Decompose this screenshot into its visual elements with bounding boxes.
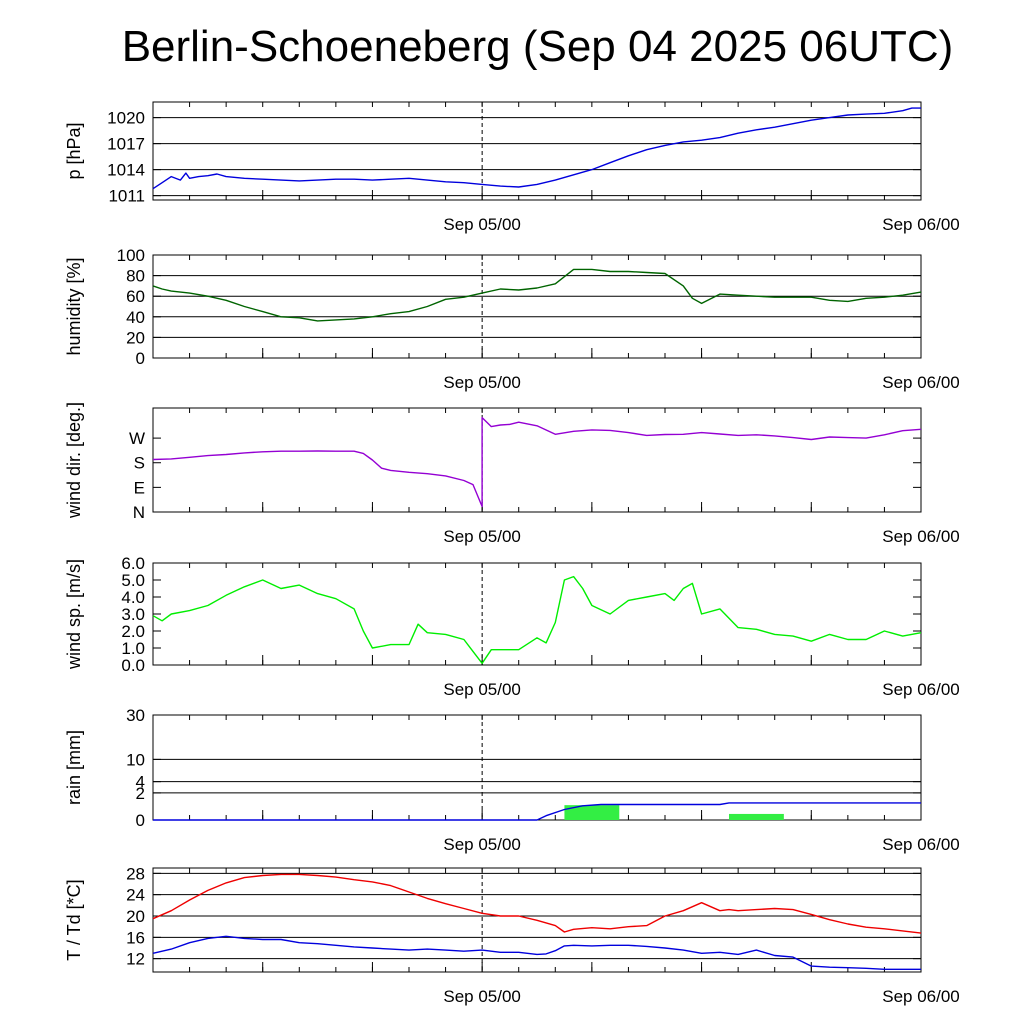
pressure-ytick-label: 1017 bbox=[107, 135, 145, 154]
rain-bar bbox=[729, 813, 784, 820]
wind_speed-ylabel: wind sp. [m/s] bbox=[64, 559, 84, 670]
humidity-ytick-label: 20 bbox=[126, 328, 145, 347]
pressure-ytick-label: 1011 bbox=[108, 187, 145, 206]
humidity-ytick-label: 60 bbox=[126, 287, 145, 306]
wind_speed-ytick-label: 3.0 bbox=[121, 605, 145, 624]
wind_speed-wind_speed-line bbox=[152, 575, 922, 664]
humidity-time-label: Sep 06/00 bbox=[882, 373, 960, 392]
rain-ytick-label: 4 bbox=[136, 773, 145, 792]
wind_direction-time-label: Sep 06/00 bbox=[882, 527, 960, 546]
wind_direction-ylabel: wind dir. [deg.] bbox=[64, 402, 84, 519]
pressure-ylabel: p [hPa] bbox=[64, 122, 84, 179]
pressure-frame bbox=[152, 101, 922, 201]
temperature-time-label: Sep 06/00 bbox=[882, 987, 960, 1006]
humidity-ytick-label: 80 bbox=[126, 267, 145, 286]
wind_speed-ytick-label: 5.0 bbox=[121, 571, 145, 590]
pressure-ytick-label: 1020 bbox=[107, 109, 145, 128]
wind_speed-ytick-label: 6.0 bbox=[121, 554, 145, 573]
humidity-humidity-line bbox=[152, 268, 922, 322]
temperature-ytick-label: 24 bbox=[126, 886, 145, 905]
temperature-ytick-label: 16 bbox=[126, 928, 145, 947]
temperature-panel: 12 16 20 24 28 Sep 05/00 Sep 06/00 T / Td [*C] bbox=[64, 864, 960, 1006]
temperature-ytick-label: 12 bbox=[126, 950, 145, 969]
rain-panel: 0 24 10 30 Sep 05/00 Sep 06/00 rain [mm] bbox=[64, 706, 960, 854]
pressure-ytick-label: 1014 bbox=[107, 161, 145, 180]
rain-time-label: Sep 05/00 bbox=[443, 835, 521, 854]
temperature-frame bbox=[152, 867, 922, 973]
wind_direction-ytick-label: N bbox=[133, 503, 145, 522]
pressure-time-label: Sep 06/00 bbox=[882, 215, 960, 234]
rain-ytick-label: 10 bbox=[126, 750, 145, 769]
humidity-ytick-label: 100 bbox=[117, 246, 145, 265]
temperature-ytick-label: 28 bbox=[126, 864, 145, 883]
temperature-ytick-label: 20 bbox=[126, 907, 145, 926]
wind_direction-ytick-label: E bbox=[134, 478, 145, 497]
wind_speed-time-label: Sep 05/00 bbox=[443, 680, 521, 699]
wind_direction-time-label: Sep 05/00 bbox=[443, 527, 521, 546]
wind_direction-wind_dir-line bbox=[152, 416, 922, 508]
wind_speed-ytick-label: 0.0 bbox=[121, 656, 145, 675]
temperature-temperature-line bbox=[152, 873, 922, 934]
pressure-time-label: Sep 05/00 bbox=[443, 215, 521, 234]
wind-speed-panel: 0.01.02.03.04.05.06.0 Sep 05/00 Sep 06/00 w… bbox=[64, 554, 960, 699]
rain-frame bbox=[152, 714, 922, 821]
rain-ytick-label: 2 bbox=[136, 784, 145, 803]
rain-ytick-label: 30 bbox=[126, 706, 145, 725]
pressure-pressure-line bbox=[152, 107, 921, 190]
temperature-dewpoint-line bbox=[152, 935, 921, 970]
humidity-ytick-label: 40 bbox=[126, 308, 145, 327]
temperature-ylabel: T / Td [*C] bbox=[64, 879, 84, 960]
wind_direction-ytick-label: S bbox=[134, 454, 145, 473]
rain-ylabel: rain [mm] bbox=[64, 730, 84, 805]
temperature-time-label: Sep 05/00 bbox=[443, 987, 521, 1006]
rain-ytick-label: 0 bbox=[136, 811, 145, 830]
wind_direction-frame bbox=[152, 407, 922, 513]
pressure-panel: 1011 1014 1017 1020 Sep 05/00 Sep 06/00 p [hPa… bbox=[64, 101, 960, 234]
wind_speed-ytick-label: 1.0 bbox=[121, 639, 145, 658]
wind_speed-ytick-label: 2.0 bbox=[121, 622, 145, 641]
wind_speed-time-label: Sep 06/00 bbox=[882, 680, 960, 699]
humidity-ylabel: humidity [%] bbox=[64, 257, 84, 355]
chart-title: Berlin-Schoeneberg (Sep 04 2025 06UTC) bbox=[121, 22, 954, 71]
rain-cumulative-line bbox=[153, 802, 921, 821]
rain-time-label: Sep 06/00 bbox=[882, 835, 960, 854]
humidity-ytick-label: 0 bbox=[136, 349, 145, 368]
wind_speed-frame bbox=[152, 562, 922, 666]
rain-bar bbox=[564, 805, 620, 820]
humidity-frame bbox=[152, 254, 922, 359]
wind_direction-ytick-label: W bbox=[129, 429, 145, 448]
wind_speed-ytick-label: 4.0 bbox=[121, 588, 145, 607]
humidity-time-label: Sep 05/00 bbox=[443, 373, 521, 392]
